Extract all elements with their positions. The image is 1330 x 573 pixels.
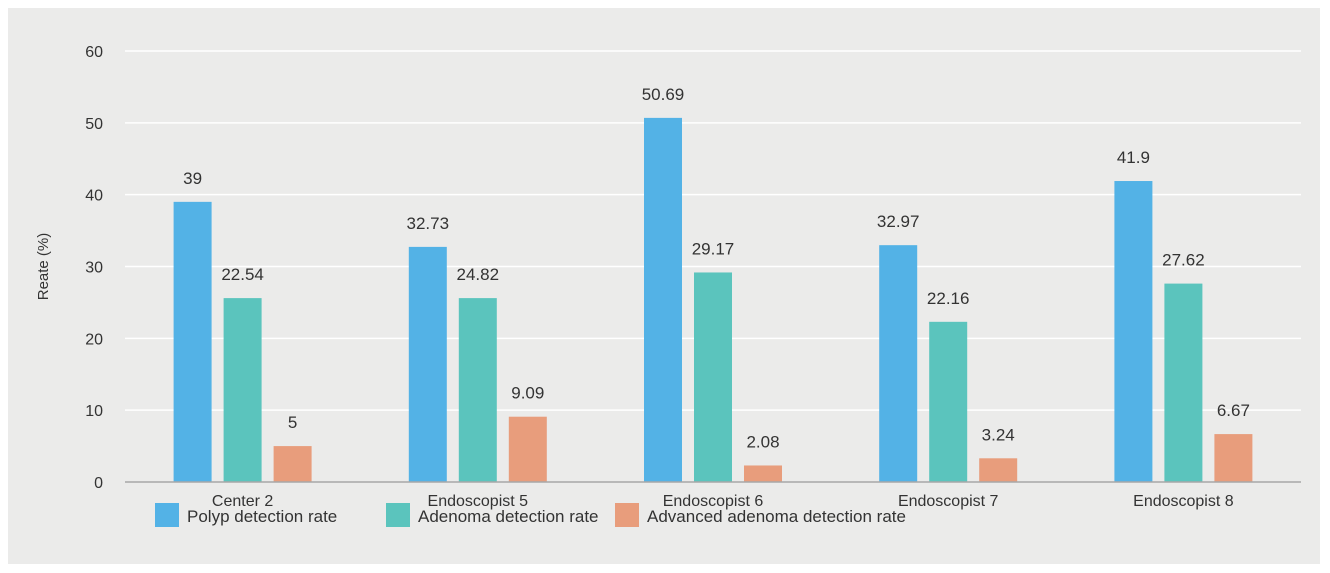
y-tick-label: 30 <box>85 260 103 277</box>
bar <box>1114 181 1153 483</box>
bars <box>173 117 1253 483</box>
data-label: 29.17 <box>692 239 735 258</box>
bar <box>508 416 547 482</box>
x-tick-label: Endoscopist 5 <box>428 493 529 510</box>
legend-label: Advanced adenoma detection rate <box>647 507 906 526</box>
x-tick-label: Endoscopist 6 <box>663 493 764 510</box>
data-label: 27.62 <box>1162 251 1205 270</box>
bar <box>408 246 447 482</box>
data-label: 5 <box>288 413 297 432</box>
bar <box>1164 283 1203 482</box>
bar <box>979 458 1018 482</box>
data-label: 50.69 <box>642 85 685 104</box>
data-label: 9.09 <box>511 384 544 403</box>
y-tick-label: 0 <box>94 475 103 492</box>
data-label: 39 <box>183 169 202 188</box>
chart-panel: 0 10 20 30 40 50 60 Reate (%) 39 32.73 50.69 32.9… <box>8 8 1320 564</box>
x-tick-label: Center 2 <box>212 493 273 510</box>
y-tick-label: 40 <box>85 188 103 205</box>
bar-chart: 0 10 20 30 40 50 60 Reate (%) 39 32.73 50.69 32.9… <box>35 44 1301 527</box>
bar <box>273 446 312 482</box>
bar <box>1214 434 1253 482</box>
data-label: 32.97 <box>877 212 920 231</box>
gridlines <box>125 50 1301 411</box>
bar <box>929 321 968 482</box>
legend-label: Adenoma detection rate <box>418 507 599 526</box>
data-label: 6.67 <box>1217 401 1250 420</box>
legend-swatch <box>615 503 639 527</box>
y-axis-ticks: 0 10 20 30 40 50 60 <box>85 44 103 492</box>
y-tick-label: 60 <box>85 44 103 61</box>
legend-label: Polyp detection rate <box>187 507 337 526</box>
bar <box>644 117 682 482</box>
x-tick-label: Endoscopist 8 <box>1133 493 1234 510</box>
data-label: 41.9 <box>1117 148 1150 167</box>
bar <box>744 465 782 482</box>
data-label: 32.73 <box>407 214 450 233</box>
data-label: 24.82 <box>457 265 500 284</box>
bar <box>223 298 262 482</box>
data-label: 3.24 <box>982 425 1015 444</box>
x-axis-ticks: Center 2 Endoscopist 5 Endoscopist 6 Endosc… <box>212 493 1234 510</box>
legend-swatch <box>386 503 410 527</box>
bar <box>694 272 732 482</box>
data-labels: 39 32.73 50.69 32.97 41.9 22.54 24.82 29.17 22.1… <box>183 85 1250 452</box>
legend: Polyp detection rate Adenoma detection ra… <box>155 503 906 527</box>
y-axis-label: Reate (%) <box>35 233 52 301</box>
y-tick-label: 10 <box>85 403 103 420</box>
y-tick-label: 20 <box>85 331 103 348</box>
bar <box>458 298 497 482</box>
data-label: 2.08 <box>746 432 779 451</box>
bar <box>173 201 212 482</box>
data-label: 22.16 <box>927 289 970 308</box>
y-tick-label: 50 <box>85 116 103 133</box>
x-tick-label: Endoscopist 7 <box>898 493 999 510</box>
data-label: 22.54 <box>221 265 264 284</box>
legend-swatch <box>155 503 179 527</box>
bar <box>879 245 918 482</box>
